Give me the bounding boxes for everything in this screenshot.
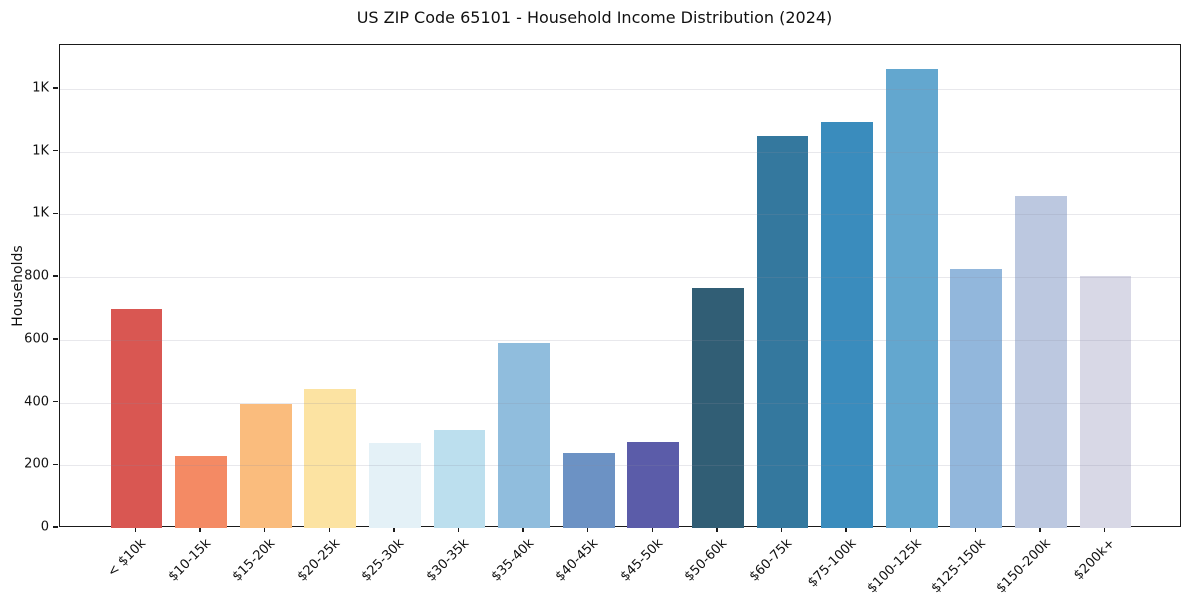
y-tick-label: 200	[24, 456, 49, 472]
gridline	[60, 465, 1180, 467]
bar	[756, 136, 809, 528]
x-tick	[716, 527, 718, 532]
gridline	[60, 214, 1180, 216]
bar	[627, 442, 680, 528]
x-tick-label: $40-45k	[552, 536, 602, 585]
bar	[562, 453, 615, 528]
x-tick-label: $125-150k	[928, 536, 989, 596]
x-tick	[457, 527, 460, 532]
x-tick	[199, 527, 201, 532]
x-tick	[522, 527, 524, 532]
y-tick-label: 1K	[32, 205, 49, 221]
x-tick	[134, 527, 137, 532]
bar	[304, 388, 357, 528]
y-tick	[53, 87, 58, 89]
x-tick-label: $50-60k	[682, 536, 731, 585]
x-tick	[845, 527, 847, 532]
y-tick-label: 600	[24, 331, 49, 347]
bar	[885, 68, 938, 528]
x-tick	[264, 527, 266, 532]
gridline	[60, 402, 1180, 404]
y-tick	[53, 212, 58, 215]
y-tick-label: 0	[40, 519, 49, 535]
x-tick-label: $75-100k	[805, 536, 860, 591]
bar	[239, 403, 292, 528]
x-tick-label: $150-200k	[993, 536, 1054, 596]
x-tick	[393, 527, 395, 532]
gridline	[60, 151, 1180, 153]
gridline	[60, 277, 1180, 279]
x-tick-label: $15-20k	[229, 536, 279, 585]
x-tick	[910, 527, 912, 532]
bar	[1015, 195, 1067, 528]
bar	[369, 443, 421, 528]
y-tick	[53, 338, 58, 340]
chart-title: US ZIP Code 65101 - Household Income Dis…	[356, 8, 833, 27]
y-tick-label: 1K	[32, 143, 49, 159]
x-tick-label: $25-30k	[359, 536, 408, 585]
x-tick-label: $60-75k	[746, 536, 796, 585]
y-tick-label: 400	[24, 394, 49, 410]
x-tick-label: $10-15k	[165, 536, 214, 585]
y-tick	[53, 463, 58, 465]
x-tick-label: $20-25k	[294, 536, 343, 585]
y-tick	[53, 149, 58, 152]
x-tick-label: $100-125k	[864, 536, 925, 596]
x-tick-label: $45-50k	[617, 536, 666, 585]
x-tick	[1039, 527, 1041, 532]
gridline	[60, 88, 1180, 90]
y-tick	[53, 526, 58, 528]
x-tick	[328, 527, 330, 532]
gridline	[60, 339, 1180, 341]
plot-area	[59, 44, 1181, 528]
y-axis-label: Households	[10, 245, 26, 327]
x-tick	[587, 527, 589, 532]
bar	[692, 287, 744, 528]
x-tick	[651, 527, 653, 532]
bar	[433, 430, 486, 528]
x-tick	[1103, 527, 1106, 532]
bar	[1079, 276, 1132, 528]
x-tick	[974, 527, 976, 532]
x-tick	[780, 527, 783, 532]
bar	[498, 342, 550, 528]
bar	[110, 309, 163, 528]
bar	[175, 455, 227, 528]
bar	[950, 268, 1003, 528]
x-tick-label: $35-40k	[488, 536, 537, 585]
x-tick-label: $30-35k	[423, 536, 473, 585]
y-tick	[53, 275, 58, 277]
y-tick-label: 1K	[32, 80, 49, 96]
x-tick-label: < $10k	[105, 536, 150, 581]
y-tick	[53, 400, 58, 403]
y-tick-label: 800	[24, 268, 49, 284]
bar	[821, 121, 873, 528]
x-tick-label: $200k+	[1071, 536, 1119, 584]
